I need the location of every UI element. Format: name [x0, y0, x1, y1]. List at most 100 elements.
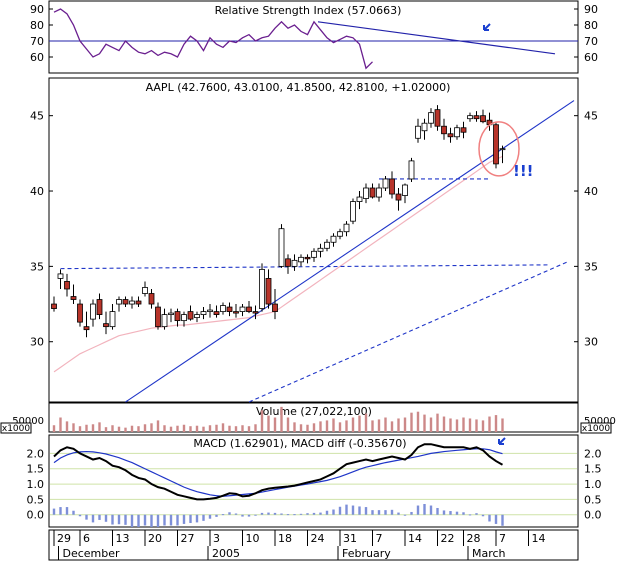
candle-body — [473, 115, 480, 120]
volume-bar — [117, 426, 121, 432]
rsi-title: Relative Strength Index (57.0663) — [215, 4, 402, 17]
candle-body — [343, 223, 350, 233]
macd-line — [53, 443, 503, 501]
candle-body — [207, 309, 213, 312]
macd-diff-bar — [351, 505, 355, 515]
macd-diff-bar — [260, 512, 264, 515]
volume-bar — [78, 426, 82, 432]
candle-body — [317, 247, 324, 252]
volume-bar — [176, 425, 179, 432]
x-tick-label: 10 — [246, 532, 260, 545]
month-label: February — [342, 547, 391, 560]
x-tick-label: 7 — [499, 532, 506, 545]
macd-tick-label-right: 0.0 — [584, 509, 602, 522]
volume-bar — [254, 424, 257, 432]
macd-signal-line — [53, 448, 503, 497]
macd-diff-bar — [397, 512, 400, 515]
candle-body — [285, 258, 291, 267]
macd-diff-bar — [72, 510, 75, 515]
candle-body — [161, 314, 168, 328]
macd-diff-bar — [143, 514, 147, 526]
volume-bar — [91, 424, 95, 432]
price-reference-line-4 — [248, 261, 568, 403]
volume-bar — [189, 426, 192, 432]
macd-diff-bar — [241, 514, 244, 517]
x-tick-label: 14 — [408, 532, 422, 545]
price-title: AAPL (42.7600, 43.0100, 41.8500, 42.8100… — [146, 81, 451, 94]
macd-diff-bar — [390, 509, 394, 515]
macd-diff-bar — [267, 512, 270, 515]
macd-tick-label-right: 1.0 — [584, 478, 602, 491]
volume-unit-box-right — [580, 422, 612, 434]
macd-diff-bar — [189, 514, 192, 524]
volume-bar — [384, 417, 387, 432]
candle-body — [122, 299, 129, 305]
macd-diff-bar — [111, 514, 114, 525]
candle-body — [454, 127, 460, 138]
macd-diff-bar — [462, 512, 465, 515]
volume-bar — [137, 426, 140, 432]
price-tick-label-right: 40 — [584, 185, 598, 198]
macd-diff-bar — [312, 512, 316, 515]
x-tick-label: 13 — [116, 532, 130, 545]
candle-body — [311, 250, 317, 258]
candle-body — [64, 281, 70, 290]
x-tick-label: 27 — [181, 532, 195, 545]
macd-diff-bar — [117, 514, 121, 525]
macd-diff-bar — [228, 512, 231, 515]
volume-bar — [338, 422, 342, 432]
macd-diff-bar — [195, 514, 199, 523]
candle-body — [239, 306, 246, 312]
candle-body — [233, 311, 239, 314]
rsi-tick-label-right: 60 — [584, 51, 598, 64]
candle-body — [103, 323, 109, 328]
x-tick-label: 7 — [376, 532, 383, 545]
volume-bar — [351, 417, 355, 432]
macd-diff-bar — [338, 506, 342, 515]
macd-diff-bar — [59, 507, 62, 515]
macd-diff-bar — [137, 514, 140, 527]
macd-diff-bar — [299, 513, 303, 515]
macd-diff-bar — [429, 505, 433, 515]
candle-body — [493, 124, 499, 165]
volume-bar — [85, 424, 88, 432]
macd-diff-bar — [364, 507, 368, 515]
macd-diff-bar — [325, 510, 329, 515]
volume-bar — [104, 427, 108, 432]
price-annotation: !!! — [513, 162, 534, 180]
candle-body — [83, 326, 90, 331]
price-reference-line-1 — [60, 264, 549, 270]
x-tick-label: 22 — [441, 532, 455, 545]
price-tick-label-right: 30 — [584, 336, 598, 349]
candle-body — [200, 311, 207, 315]
volume-bar — [241, 425, 244, 432]
candle-body — [363, 187, 369, 199]
price-tick-label-right: 45 — [584, 110, 598, 123]
volume-bar — [377, 419, 381, 432]
macd-panel: MACD (1.62901), MACD diff (-0.35670) 2.0… — [27, 434, 602, 528]
macd-title: MACD (1.62901), MACD diff (-0.35670) — [193, 437, 406, 450]
volume-bar — [494, 415, 498, 432]
volume-bar — [247, 426, 251, 432]
volume-bar — [306, 424, 309, 432]
macd-diff-bar — [169, 514, 173, 526]
candle-body — [70, 296, 77, 300]
price-tick-label-left: 40 — [30, 185, 44, 198]
candle-body — [350, 201, 356, 222]
macd-diff-bar — [436, 507, 439, 515]
candle-body — [324, 241, 330, 249]
volume-bar — [156, 420, 160, 432]
volume-bar — [293, 422, 296, 432]
macd-diff-bar — [475, 513, 478, 515]
macd-diff-bar — [202, 514, 205, 521]
macd-diff-bar — [358, 506, 361, 515]
macd-diff-bar — [280, 513, 283, 515]
volume-bar — [234, 426, 238, 432]
candle-body — [395, 193, 402, 201]
month-label: December — [63, 547, 121, 560]
macd-diff-bar — [293, 514, 296, 516]
macd-diff-bar — [410, 511, 413, 515]
candle-body — [389, 178, 395, 195]
volume-bar — [319, 421, 322, 432]
